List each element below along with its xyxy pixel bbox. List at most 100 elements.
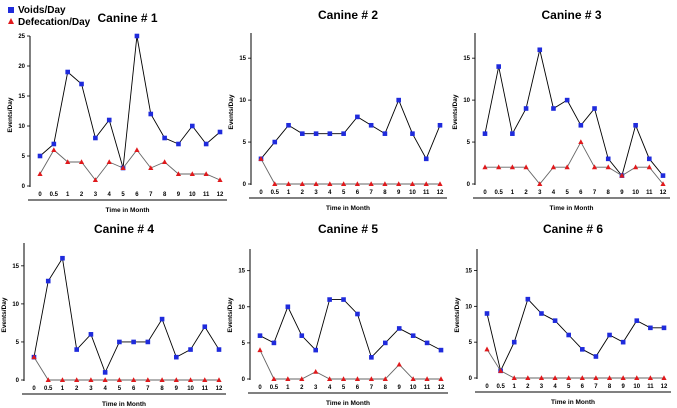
defecation-point	[257, 347, 263, 353]
x-tick-label: 4	[553, 384, 557, 390]
defecation-point	[313, 181, 319, 186]
defecation-point	[162, 159, 168, 164]
x-tick-label: 5	[567, 384, 571, 390]
defecation-point	[272, 181, 278, 186]
defecation-point	[564, 164, 570, 170]
x-tick-label: 7	[594, 384, 598, 390]
defecation-line	[39, 149, 221, 181]
y-axis-label: Events/Day	[227, 297, 234, 332]
voids-point	[580, 347, 585, 352]
x-tick-label: 10	[633, 384, 640, 390]
x-tick-label: 2	[300, 385, 304, 391]
legend-voids-marker	[8, 7, 14, 13]
x-tick-label: 9	[620, 190, 624, 196]
defecation-point	[354, 181, 360, 186]
voids-point	[299, 333, 305, 338]
defecation-line	[485, 141, 664, 185]
x-tick-label: 0	[38, 192, 42, 198]
defecation-point	[116, 377, 122, 382]
x-tick-label: 6	[579, 190, 583, 196]
voids-point	[648, 325, 653, 331]
defecation-point	[145, 377, 151, 382]
x-tick-label: 2	[80, 192, 84, 198]
x-tick-label: 3	[94, 192, 98, 198]
voids-point	[285, 304, 291, 310]
defecation-point	[396, 181, 402, 186]
defecation-point	[74, 377, 80, 382]
x-tick-label: 3	[540, 384, 544, 390]
defecation-point	[106, 159, 112, 164]
defecation-point	[382, 181, 388, 186]
x-tick-label: 0	[258, 385, 262, 391]
y-tick-label: 15	[18, 94, 25, 100]
voids-point	[382, 131, 388, 136]
voids-point	[592, 106, 597, 111]
y-tick-label: 15	[463, 56, 470, 62]
voids-point	[93, 135, 98, 141]
voids-line	[260, 98, 441, 160]
x-tick-label: 12	[217, 192, 224, 198]
voids-point	[620, 339, 626, 345]
x-tick-label: 0.5	[50, 192, 59, 198]
voids-point	[564, 97, 570, 103]
defecation-point	[148, 165, 154, 170]
x-tick-label: 9	[398, 385, 402, 391]
defecation-point	[633, 164, 639, 170]
voids-point	[88, 332, 94, 337]
defecation-point	[634, 375, 640, 380]
x-tick-label: 5	[121, 192, 125, 198]
defecation-point	[484, 346, 490, 352]
defecation-point	[496, 164, 502, 170]
voids-point	[355, 311, 360, 317]
voids-point	[216, 347, 222, 352]
y-tick-label: 5	[467, 140, 471, 146]
voids-point	[341, 131, 346, 136]
defecation-point	[65, 159, 71, 164]
defecation-point	[552, 375, 558, 380]
voids-point	[537, 47, 543, 53]
chart-title: Canine # 6	[543, 222, 603, 236]
x-tick-label: 5	[565, 190, 569, 196]
x-tick-label: 0.5	[495, 190, 504, 196]
x-tick-label: 7	[149, 192, 153, 198]
defecation-point	[340, 376, 347, 381]
y-tick-label: 10	[463, 98, 470, 104]
voids-point	[368, 122, 374, 128]
defecation-point	[134, 147, 140, 152]
voids-line	[259, 299, 442, 359]
y-tick-label: 15	[12, 264, 19, 270]
x-tick-label: 7	[146, 386, 150, 392]
x-tick-label: 11	[203, 192, 210, 198]
x-tick-label: 0	[483, 190, 487, 196]
defecation-point	[424, 376, 430, 381]
defecation-point	[498, 368, 504, 373]
defecation-point	[550, 164, 557, 170]
voids-point	[286, 122, 291, 128]
x-tick-label: 2	[524, 190, 528, 196]
defecation-point	[88, 377, 94, 382]
voids-point	[552, 318, 558, 323]
voids-point	[74, 347, 79, 352]
defecation-point	[313, 368, 319, 374]
y-tick-label: 0	[242, 377, 246, 383]
voids-point	[102, 370, 108, 375]
voids-point	[131, 339, 136, 345]
y-tick-label: 5	[16, 340, 20, 346]
x-tick-label: 12	[437, 190, 444, 196]
voids-point	[203, 141, 209, 147]
voids-point	[496, 64, 501, 69]
x-tick-label: 5	[342, 190, 346, 196]
defecation-point	[566, 375, 572, 380]
voids-point	[79, 81, 84, 87]
y-axis-label: Events/Day	[7, 97, 14, 132]
x-tick-label: 10	[189, 192, 196, 198]
defecation-point	[31, 354, 37, 360]
x-axis-label: Time in Month	[106, 207, 150, 214]
voids-point	[396, 326, 402, 331]
voids-point	[134, 33, 140, 39]
defecation-point	[620, 375, 626, 380]
